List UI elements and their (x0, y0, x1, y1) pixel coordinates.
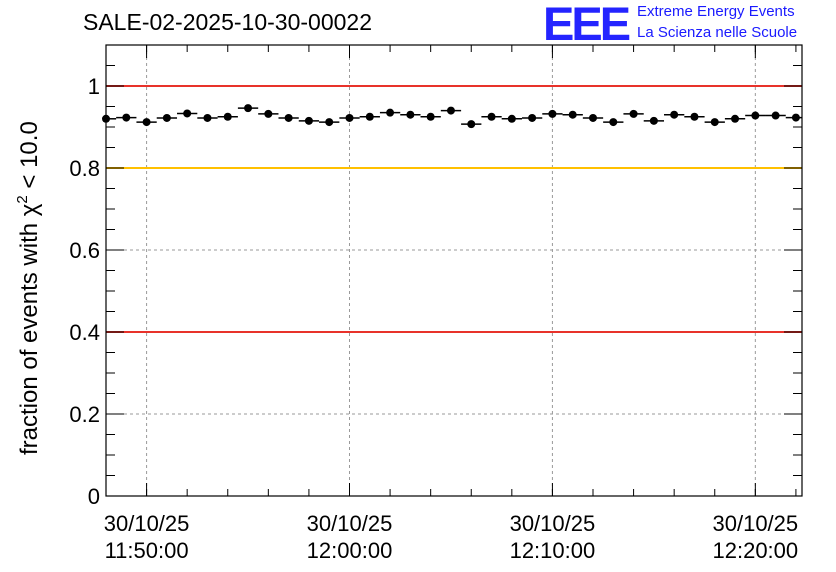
x-tick-label-time: 12:20:00 (713, 538, 799, 563)
data-point (386, 108, 395, 117)
data-point (487, 112, 496, 121)
data-point (507, 114, 516, 123)
data-point (568, 110, 577, 119)
data-point (244, 104, 253, 113)
data-point (791, 113, 800, 122)
data-point (446, 106, 455, 115)
y-tick-label: 0.2 (69, 402, 100, 427)
data-point (588, 113, 597, 122)
data-point (528, 113, 537, 122)
data-point (325, 118, 334, 127)
data-series (102, 104, 802, 129)
x-tick-label-time: 12:10:00 (510, 538, 596, 563)
x-tick-label-date: 30/10/25 (713, 511, 799, 536)
data-point (629, 109, 638, 118)
data-point (548, 109, 557, 118)
data-point (142, 118, 151, 127)
y-axis-label-suffix: < 10.0 (16, 121, 43, 195)
y-tick-label: 0.6 (69, 238, 100, 263)
data-point (264, 109, 273, 118)
logo-subtitle-line1: Extreme Energy Events (637, 3, 795, 20)
data-point (771, 111, 780, 120)
data-point (203, 113, 212, 122)
y-axis-label: fraction of events with χ2 < 10.0 (14, 121, 43, 455)
reference-lines (106, 85, 802, 333)
x-tick-label-time: 12:00:00 (307, 538, 393, 563)
data-point (609, 118, 618, 127)
data-point (467, 120, 476, 129)
y-tick-label: 0.8 (69, 156, 100, 181)
x-tick-label-date: 30/10/25 (510, 511, 596, 536)
data-point (426, 112, 435, 121)
data-point (345, 113, 354, 122)
data-point (122, 113, 131, 122)
data-point (223, 112, 232, 121)
data-point (690, 112, 699, 121)
data-point (162, 113, 171, 122)
data-point (102, 114, 110, 123)
data-point (183, 109, 192, 118)
x-tick-label-time: 11:50:00 (105, 538, 189, 563)
data-point (284, 113, 293, 122)
eee-logo: EEE (543, 0, 631, 50)
y-tick-label: 0 (88, 484, 100, 509)
data-point (365, 112, 374, 121)
x-tick-label-date: 30/10/25 (307, 511, 393, 536)
chart-title: SALE-02-2025-10-30-00022 (83, 9, 372, 35)
data-point (731, 114, 740, 123)
x-axis: 30/10/2511:50:0030/10/2512:00:0030/10/25… (104, 45, 798, 563)
data-point (304, 116, 313, 125)
y-axis-label-chi: χ (16, 203, 43, 216)
data-point (649, 116, 658, 125)
y-axis: 0 0.2 0.4 0.6 0.8 1 (69, 44, 802, 509)
data-point (670, 110, 679, 119)
data-point (406, 110, 415, 119)
y-tick-label: 0.4 (69, 320, 100, 345)
data-point (751, 111, 760, 120)
y-axis-label-prefix: fraction of events with (16, 216, 43, 455)
y-axis-label-exp: 2 (14, 195, 31, 203)
y-tick-label: 1 (88, 74, 100, 99)
logo-subtitle-line2: La Scienza nelle Scuole (637, 24, 798, 41)
data-point (710, 118, 719, 127)
x-tick-label-date: 30/10/25 (104, 511, 190, 536)
